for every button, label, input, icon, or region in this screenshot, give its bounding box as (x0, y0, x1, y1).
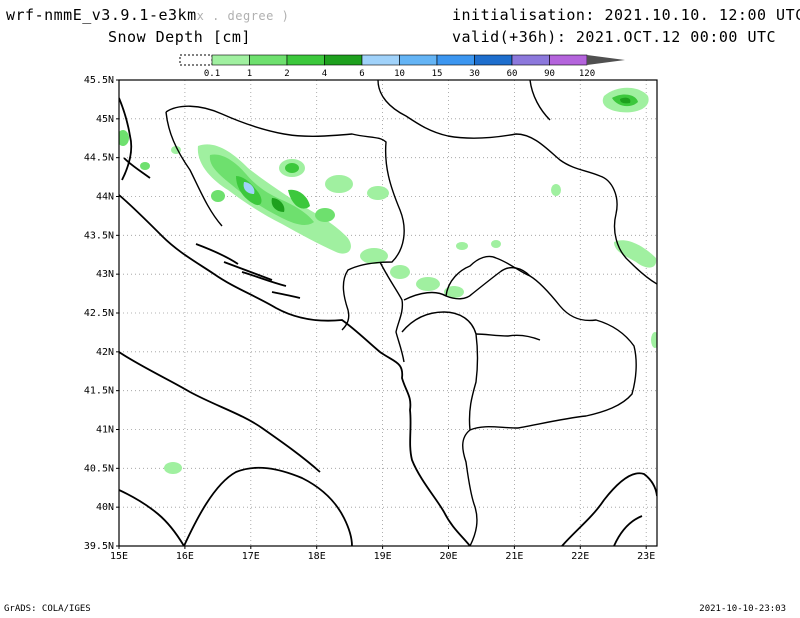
lon-label: 16E (176, 551, 194, 562)
lat-label: 44.5N (84, 153, 114, 164)
valid-time: valid(+36h): 2021.OCT.12 00:00 UTC (452, 28, 777, 46)
lon-labels: 15E 16E 17E 18E 19E 20E 21E 22E 23E (110, 546, 655, 562)
coastlines (119, 97, 657, 546)
colorbar-label: 120 (579, 69, 595, 79)
model-title: wrf-nmmE_v3.9.1-e3kmx . degree ) (6, 6, 289, 24)
lat-label: 41N (96, 425, 114, 436)
model-suffix: x . degree ) (196, 9, 290, 23)
lat-label: 42N (96, 347, 114, 358)
colorbar-label: 6 (359, 69, 364, 79)
colorbar-label: 2 (284, 69, 289, 79)
lon-label: 15E (110, 551, 128, 562)
footer-credit: GrADS: COLA/IGES (4, 604, 91, 614)
snow-field-dinaric (119, 130, 657, 474)
lat-label: 39.5N (84, 541, 114, 552)
lat-label: 45.5N (84, 75, 114, 86)
lat-label: 43.5N (84, 230, 114, 241)
snow-field-carpathians (602, 87, 649, 113)
colorbar-label: 0.1 (204, 69, 220, 79)
colorbar-label: 15 (432, 69, 443, 79)
snow-fields (119, 80, 657, 546)
lat-label: 45N (96, 114, 114, 125)
lat-label: 42.5N (84, 308, 114, 319)
lon-label: 17E (242, 551, 260, 562)
lat-label: 43N (96, 269, 114, 280)
lon-label: 18E (308, 551, 326, 562)
country-borders (165, 80, 657, 546)
lat-labels: 45.5N 45N 44.5N 44N 43.5N 43N 42.5N 42N 41.5N 41N… (84, 75, 119, 552)
model-name: wrf-nmmE_v3.9.1-e3km (6, 6, 197, 24)
lat-label: 40N (96, 502, 114, 513)
colorbar-swatch (587, 55, 625, 65)
lon-label: 22E (571, 551, 589, 562)
colorbar-label: 1 (247, 69, 252, 79)
lat-label: 44N (96, 192, 114, 203)
lon-label: 20E (439, 551, 457, 562)
colorbar-label: 10 (394, 69, 405, 79)
colorbar-label: 4 (322, 69, 327, 79)
colorbar: 0.1 1 2 4 6 10 15 30 60 90 120 (179, 54, 625, 79)
lat-label: 41.5N (84, 386, 114, 397)
colorbar-label: 30 (469, 69, 480, 79)
init-time: initialisation: 2021.10.10. 12:00 UTC (452, 6, 800, 24)
colorbar-label: 60 (507, 69, 518, 79)
lon-label: 21E (505, 551, 523, 562)
colorbar-label: 90 (544, 69, 555, 79)
snow-field-southeast (614, 240, 657, 268)
lat-label: 40.5N (84, 463, 114, 474)
footer-timestamp: 2021-10-10-23:03 (699, 604, 786, 614)
variable-title: Snow Depth [cm] (108, 28, 251, 46)
lon-label: 23E (637, 551, 655, 562)
lon-label: 19E (374, 551, 392, 562)
